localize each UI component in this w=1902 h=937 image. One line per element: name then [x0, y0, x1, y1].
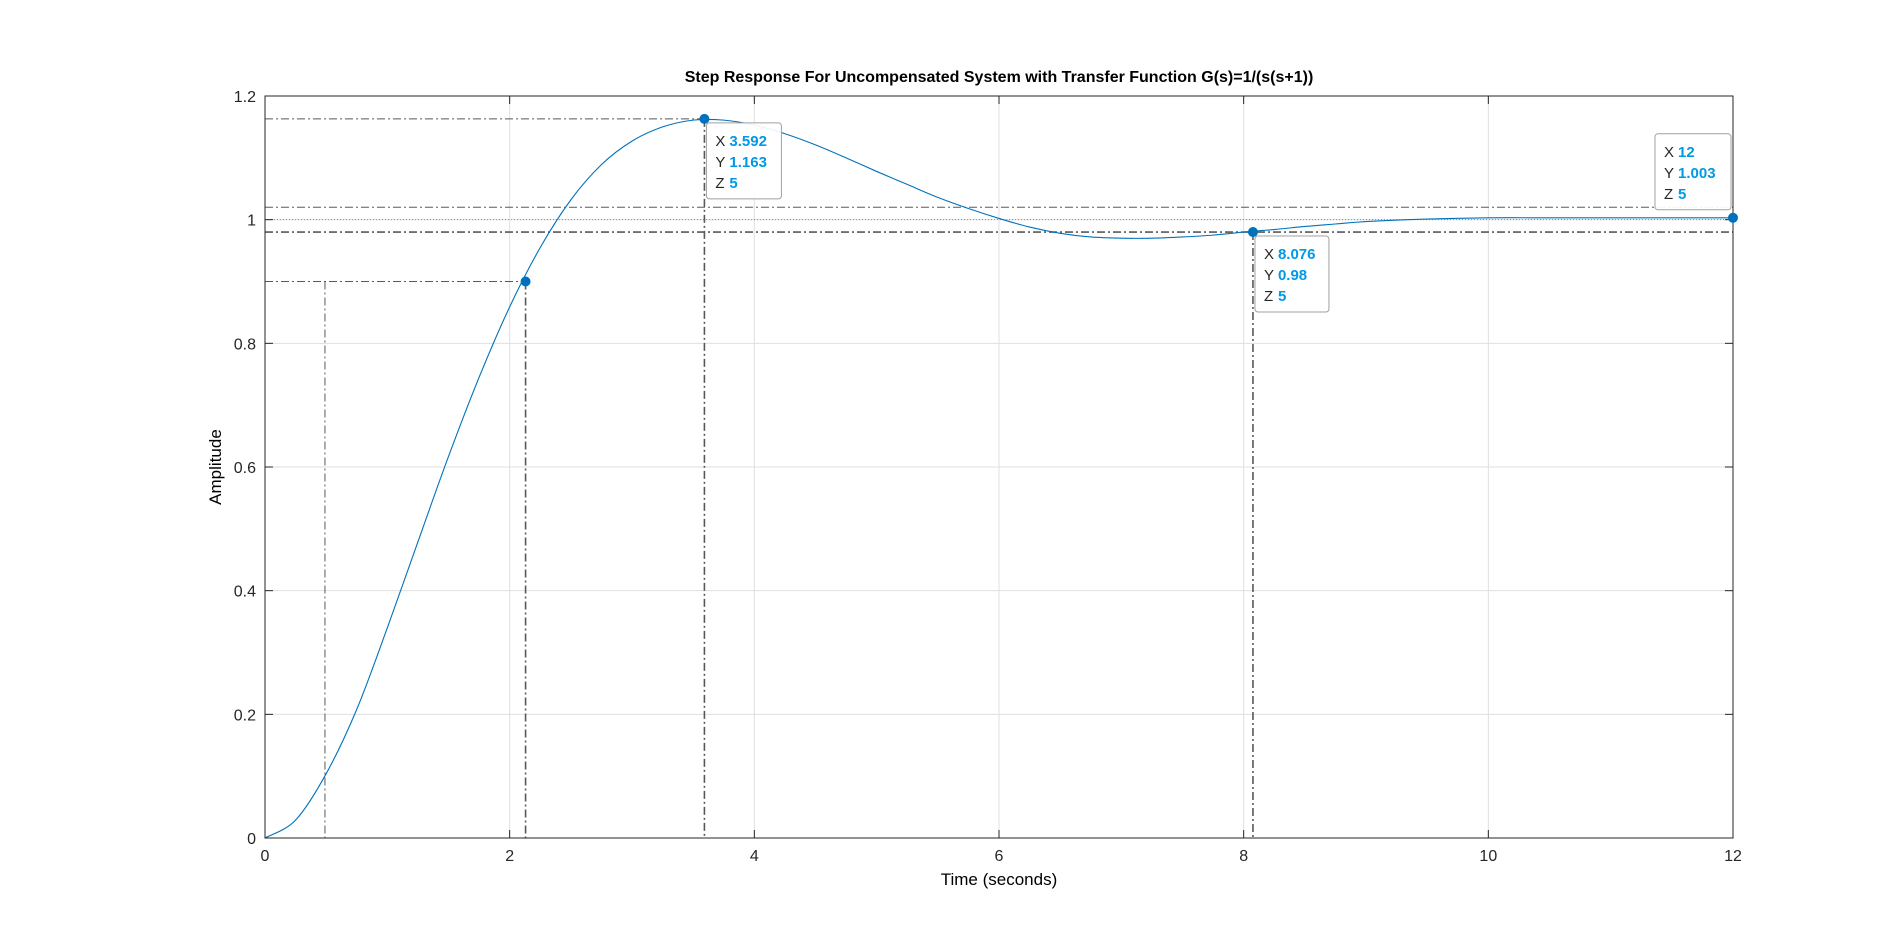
datatip-value: 0.98	[1278, 267, 1307, 284]
x-tick-label: 8	[1239, 848, 1248, 865]
y-axis-title: Amplitude	[206, 429, 225, 505]
y-tick-label: 1	[247, 213, 256, 230]
x-tick-label: 10	[1479, 848, 1497, 865]
datatip-value: 1.163	[729, 154, 767, 171]
step-response-line	[264, 118, 1733, 839]
datatip-key: X	[715, 133, 725, 150]
x-tick-label: 6	[995, 848, 1004, 865]
data-marker-point	[1728, 212, 1738, 223]
datatip-box	[705, 122, 782, 200]
x-tick-label: 2	[505, 848, 514, 865]
datatip-value: 5	[1678, 186, 1686, 203]
datatip-value: 12	[1678, 144, 1695, 161]
datatip-value: 5	[1278, 288, 1286, 305]
y-tick-label: 0.6	[234, 460, 256, 477]
datatip-key: Y	[1664, 165, 1674, 182]
y-tick-label: 0	[247, 831, 256, 848]
data-marker-point	[520, 276, 531, 287]
y-tick-label: 1.2	[234, 89, 256, 106]
datatip-key: Z	[715, 175, 724, 192]
datatip-key: Z	[1664, 186, 1673, 203]
datatip: X 12Y 1.003 Z 5	[1654, 133, 1732, 211]
y-tick-label: 0.8	[234, 336, 256, 353]
x-tick-label: 12	[1724, 848, 1742, 865]
data-marker-point	[699, 113, 710, 124]
datatip-key: Y	[715, 154, 725, 171]
x-tick-label: 0	[261, 848, 270, 865]
datatip-key: Z	[1264, 288, 1273, 305]
datatip-box	[1254, 235, 1330, 313]
datatip-value: 8.076	[1278, 246, 1316, 263]
chart-title: Step Response For Uncompensated System w…	[685, 69, 1314, 86]
datatip-key: X	[1664, 144, 1674, 161]
datatip-key: X	[1264, 246, 1274, 263]
datatip-value: 5	[729, 175, 737, 192]
datatip-value: 3.592	[729, 133, 767, 150]
y-tick-label: 0.4	[234, 584, 256, 601]
datatip-key: Y	[1264, 267, 1274, 284]
datatip-box	[1654, 133, 1732, 211]
x-tick-label: 4	[750, 848, 759, 865]
y-tick-label: 0.2	[234, 707, 256, 724]
x-axis-title: Time (seconds)	[941, 870, 1058, 889]
data-marker-point	[1247, 227, 1258, 238]
datatip-value: 1.003	[1678, 165, 1716, 182]
